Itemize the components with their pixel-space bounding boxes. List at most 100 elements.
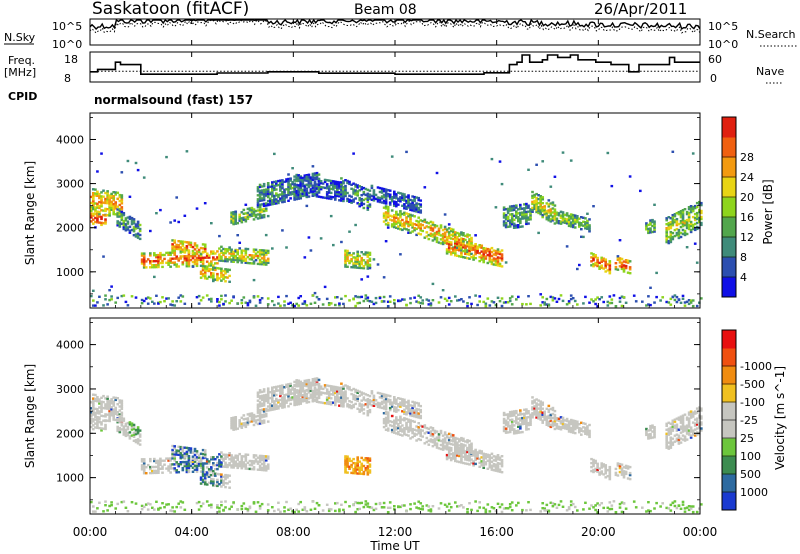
radar-cell — [212, 278, 215, 281]
radar-cell — [187, 447, 191, 450]
radar-cell — [596, 260, 599, 264]
radar-cell — [132, 439, 136, 442]
radar-cell — [370, 198, 374, 201]
radar-cell — [460, 452, 463, 456]
radar-cell — [651, 220, 654, 224]
radar-cell — [447, 233, 451, 236]
radar-cell — [273, 196, 276, 199]
radar-cell — [386, 419, 390, 422]
radar-cell — [232, 250, 235, 253]
radar-cell — [311, 391, 315, 395]
radar-cell — [252, 466, 256, 469]
radar-cell — [571, 217, 575, 221]
radar-cell — [305, 388, 309, 392]
radar-cell — [397, 505, 400, 509]
radar-cell — [447, 250, 451, 254]
radar-cell — [181, 240, 185, 243]
radar-cell — [234, 454, 238, 457]
radar-cell — [356, 397, 360, 400]
radar-cell — [260, 421, 264, 425]
radar-cell — [415, 506, 418, 509]
radar-cell — [159, 251, 162, 255]
radar-cell — [405, 218, 408, 221]
radar-cell — [405, 510, 408, 513]
radar-cell — [352, 469, 355, 473]
radar-cell — [364, 459, 368, 462]
radar-cell — [488, 248, 492, 251]
radar-cell — [220, 275, 223, 278]
radar-cell — [384, 397, 388, 401]
radar-cell — [445, 447, 449, 451]
radar-cell — [116, 222, 120, 225]
radar-cell — [325, 195, 329, 198]
radar-cell — [315, 501, 319, 505]
radar-cell — [126, 220, 130, 223]
radar-cell — [561, 217, 565, 220]
radar-cell — [358, 470, 362, 473]
radar-cell — [303, 194, 307, 197]
radar-cell — [104, 218, 107, 221]
radar-cell — [303, 179, 307, 182]
radar-cell — [366, 265, 370, 268]
radar-cell — [218, 234, 221, 238]
radar-cell — [317, 383, 321, 386]
radar-cell — [94, 208, 97, 211]
radar-cell — [523, 211, 526, 214]
radar-cell — [224, 270, 227, 273]
radar-cell — [576, 215, 579, 218]
radar-cell — [390, 200, 394, 203]
radar-cell — [146, 502, 150, 505]
radar-cell — [226, 258, 229, 261]
radar-cell — [248, 213, 252, 217]
radar-cell — [157, 265, 160, 269]
radar-cell — [309, 190, 313, 193]
radar-cell — [214, 468, 217, 471]
radar-cell — [490, 262, 494, 266]
radar-cell — [468, 240, 471, 243]
radar-cell — [287, 173, 290, 176]
radar-cell — [212, 478, 215, 481]
radar-cell — [647, 227, 650, 231]
radar-cell — [332, 182, 335, 185]
radar-cell — [386, 429, 390, 432]
radar-cell — [146, 296, 150, 299]
radar-cell — [138, 229, 142, 233]
radar-cell — [437, 437, 441, 440]
radar-cell — [368, 300, 372, 303]
radar-cell — [112, 416, 116, 419]
radar-cell — [344, 251, 347, 254]
radar-cell — [354, 191, 357, 194]
radar-cell — [525, 212, 528, 216]
radar-cell — [149, 471, 152, 475]
radar-cell — [295, 302, 299, 306]
radar-cell — [256, 399, 260, 402]
radar-cell — [120, 419, 124, 422]
radar-cell — [358, 254, 362, 258]
radar-cell — [689, 205, 693, 208]
radar-cell — [289, 301, 292, 304]
radar-cell — [419, 424, 423, 428]
radar-cell — [342, 199, 345, 203]
radar-cell — [366, 204, 370, 207]
radar-cell — [691, 299, 695, 302]
radar-cell — [350, 400, 353, 404]
radar-cell — [327, 179, 331, 182]
radar-cell — [260, 208, 264, 211]
radar-cell — [210, 458, 213, 461]
radar-cell — [382, 201, 386, 205]
radar-cell — [260, 404, 264, 407]
radar-cell — [567, 216, 571, 220]
radar-cell — [356, 262, 360, 265]
radar-cell — [159, 461, 162, 464]
radar-cell — [439, 431, 443, 435]
radar-cell — [118, 221, 122, 224]
radar-cell — [250, 461, 254, 465]
radar-cell — [628, 268, 632, 271]
radar-cell — [561, 219, 565, 222]
radar-cell — [244, 507, 248, 510]
radar-cell — [380, 406, 384, 410]
radar-cell — [305, 397, 309, 400]
radar-cell — [220, 485, 223, 488]
radar-cell — [175, 461, 179, 464]
radar-cell — [454, 455, 457, 459]
